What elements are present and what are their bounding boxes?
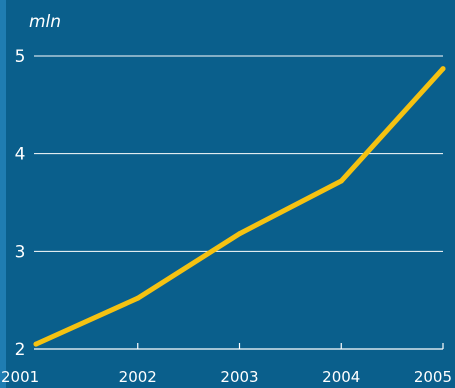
- y-tick-label: 5: [15, 47, 26, 67]
- x-tick-label: 2001: [1, 368, 39, 386]
- x-tick-label: 2005: [414, 368, 452, 386]
- data-point: [440, 66, 446, 72]
- y-tick-label: 2: [15, 340, 26, 360]
- x-tick-label: 2004: [322, 368, 360, 386]
- x-tick-label: 2003: [220, 368, 258, 386]
- left-edge-stripe: [0, 0, 6, 388]
- unit-label: mln: [29, 12, 62, 32]
- x-tick-label: 2002: [119, 368, 157, 386]
- data-point: [338, 178, 344, 184]
- y-tick-label: 3: [15, 242, 26, 262]
- data-point: [237, 231, 242, 237]
- series-line: [33, 66, 446, 347]
- y-tick-label: 4: [15, 145, 26, 165]
- data-point: [33, 341, 39, 347]
- data-point: [135, 295, 141, 301]
